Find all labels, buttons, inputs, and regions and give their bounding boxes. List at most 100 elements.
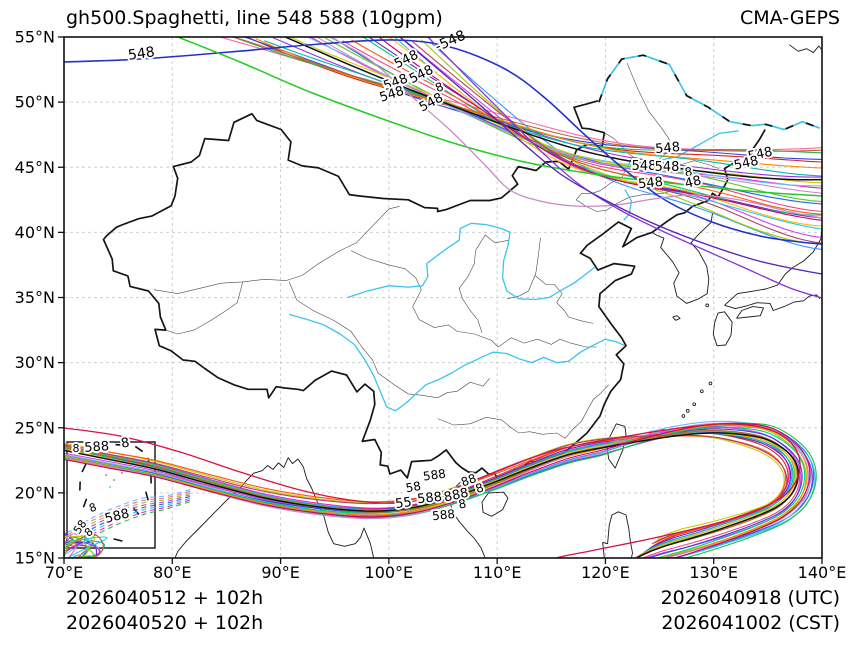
coastline-honshu_w [724, 225, 822, 306]
corner-tangle-line [64, 536, 97, 558]
contour-548-member [394, 37, 822, 230]
contour-548-member [255, 38, 822, 169]
river-songhua [657, 130, 739, 162]
border-dashes-amur [598, 54, 821, 131]
province-boundary [458, 234, 510, 333]
x-tick-label: 100°E [365, 563, 414, 582]
nine-dash-segment [113, 538, 123, 542]
contour-548-member [429, 41, 822, 250]
y-tick-label: 15°N [15, 549, 55, 568]
coastline-myanmar [302, 466, 375, 558]
y-tick-label: 35°N [15, 288, 55, 307]
coastline-india [174, 457, 304, 558]
china-border-ne [651, 129, 766, 234]
province-boundary [437, 416, 566, 439]
province-boundary [165, 281, 243, 335]
x-tick-label: 90°E [261, 563, 299, 582]
y-tick-label: 25°N [15, 418, 55, 437]
province-boundary [153, 206, 400, 294]
province-boundary [534, 275, 594, 324]
contour-label-48: 48 [683, 173, 703, 192]
contour-548-member [283, 37, 822, 181]
coastline-kyushu [712, 311, 733, 347]
inset-islet [105, 474, 107, 476]
contour-label-58: 58 [405, 479, 422, 495]
coastline-sakhalin [789, 44, 822, 54]
contour-588-member [64, 424, 815, 558]
inset-588-dashed [67, 493, 193, 540]
island-dot [708, 381, 713, 386]
inset-588-dashed [67, 495, 193, 543]
contour-label-888: 888 [443, 486, 470, 506]
contour-548-member [231, 37, 822, 152]
y-tick-label: 40°N [15, 223, 55, 242]
contour-label-548: 548 [632, 159, 657, 174]
inset-588-dashed [67, 497, 193, 545]
model-name: CMA-GEPS [740, 7, 840, 29]
contour-label-8: 8 [73, 442, 80, 455]
island-dot [705, 303, 710, 308]
contour-548-member [316, 37, 822, 194]
province-boundary [626, 62, 671, 161]
coastline-honshu_s [724, 294, 821, 311]
coastline-shikoku [736, 306, 764, 319]
x-tick-label: 110°E [473, 563, 522, 582]
contour-label-548: 548 [127, 44, 156, 64]
contour-label-588: 588 [431, 507, 455, 523]
inset-588-dashed [67, 488, 193, 533]
contour-label-588: 588 [103, 506, 131, 527]
contour-548-member [342, 40, 822, 213]
coastline-hainan [481, 491, 509, 517]
coastline-luzon [602, 511, 633, 558]
inset-588-dashed [67, 490, 193, 536]
river-amur [598, 54, 821, 131]
contour-548-member [264, 40, 822, 177]
contour-548-member [378, 37, 822, 221]
nine-dash-segment [82, 498, 88, 508]
nine-dash-segment [134, 445, 144, 453]
plot-title: gh500.Spaghetti, line 548 588 (10gpm) [66, 7, 443, 29]
province-boundary [498, 337, 597, 348]
province-boundary [377, 372, 490, 399]
y-tick-label: 30°N [15, 353, 55, 372]
nine-dash-segment [132, 507, 140, 515]
contour-548-member [388, 37, 822, 227]
contour-548-member [325, 37, 822, 203]
nine-dash-segment [115, 443, 125, 447]
inset-islet [121, 472, 123, 474]
inset-islet [113, 479, 115, 481]
spaghetti-contours-layer [64, 37, 822, 558]
violet-outlier-548 [427, 37, 822, 299]
plum-outlier-548 [329, 37, 822, 219]
inset-islet [109, 486, 111, 488]
x-tick-label: 70°E [45, 563, 83, 582]
island-dot [692, 402, 697, 407]
blue-control-548 [64, 39, 822, 245]
y-tick-label: 20°N [15, 483, 55, 502]
island-dot [681, 414, 686, 418]
x-tick-label: 130°E [689, 563, 738, 582]
coastline-jeju [672, 315, 681, 321]
footer-valid-cst: 2026041002 (CST) [661, 612, 840, 634]
footer-valid-utc: 2026040918 (UTC) [661, 587, 840, 609]
purple-outlier-548 [399, 37, 822, 275]
contour-label-548: 548 [655, 160, 680, 175]
y-tick-label: 50°N [15, 93, 55, 112]
footer-init-cst: 2026040520 + 102h [66, 612, 263, 634]
contour-label-588: 588 [422, 467, 447, 484]
y-tick-label: 45°N [15, 158, 55, 177]
inset-588-dashed [67, 491, 193, 538]
axes-layer: 70°E 80°E 90°E 100°E 110°E 120°E 130°E 140°E 55°… [15, 28, 847, 583]
river-yangtze [289, 313, 626, 412]
x-tick-label: 120°E [581, 563, 630, 582]
nine-dash-segment [145, 491, 149, 501]
contour-label-548: 548 [638, 175, 664, 193]
coastline-korea [651, 212, 714, 304]
china-border [102, 99, 653, 483]
province-boundary [288, 281, 379, 374]
contour-label-548: 548 [655, 140, 681, 157]
contour-588-member [64, 432, 800, 558]
